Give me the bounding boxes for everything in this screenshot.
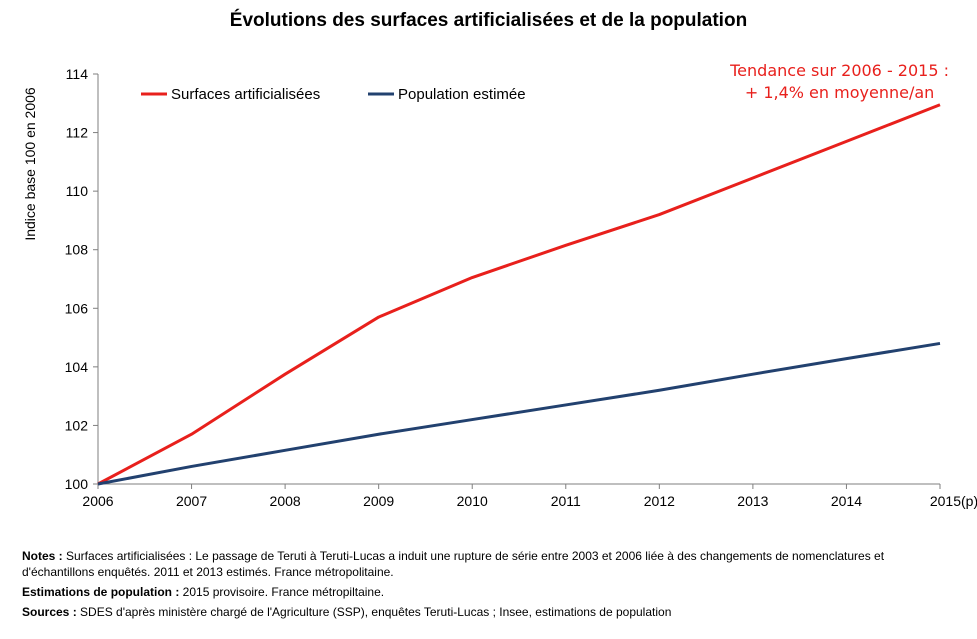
x-tick-label: 2009 xyxy=(363,493,394,509)
y-tick-label: 102 xyxy=(65,417,89,433)
y-tick-label: 110 xyxy=(66,183,89,199)
y-tick-label: 108 xyxy=(65,242,89,258)
chart-title: Évolutions des surfaces artificialisées … xyxy=(229,10,748,31)
y-tick-label: 104 xyxy=(65,359,89,375)
legend-label: Surfaces artificialisées xyxy=(171,86,320,103)
y-axis-label: Indice base 100 en 2006 xyxy=(22,87,38,241)
legend: Surfaces artificialisées Population estim… xyxy=(141,86,526,103)
x-tick-label: 2012 xyxy=(644,493,675,509)
notes-label: Notes : xyxy=(22,549,63,563)
sources-label: Sources : xyxy=(22,605,77,619)
y-axis-ticks: 100 102 104 106 108 110 112 114 xyxy=(65,66,98,492)
x-tick-label: 2010 xyxy=(457,493,488,509)
sources-text: SDES d'après ministère chargé de l'Agric… xyxy=(76,605,672,619)
y-tick-label: 106 xyxy=(65,300,89,316)
footnotes: Notes : Surfaces artificialisées : Le pa… xyxy=(22,548,922,624)
series-line-surfaces xyxy=(97,103,941,486)
population-paragraph: Estimations de population : 2015 proviso… xyxy=(22,584,922,600)
series-lines xyxy=(97,103,941,486)
notes-paragraph: Notes : Surfaces artificialisées : Le pa… xyxy=(22,548,922,580)
population-text: 2015 provisoire. France métropiltaine. xyxy=(179,585,385,599)
y-tick-label: 114 xyxy=(66,66,89,82)
x-tick-label: 2015(p) xyxy=(930,493,977,509)
x-tick-label: 2014 xyxy=(831,493,862,509)
axes xyxy=(97,74,940,485)
y-tick-label: 100 xyxy=(65,476,89,492)
x-axis-ticks: 2006 2007 2008 2009 2010 2011 2012 2013 2014 2015… xyxy=(82,484,977,509)
x-tick-label: 2011 xyxy=(551,493,581,509)
y-tick-label: 112 xyxy=(66,125,89,141)
x-tick-label: 2013 xyxy=(737,493,768,509)
series-line-population xyxy=(97,341,941,486)
trend-annotation-line1: Tendance sur 2006 - 2015 : xyxy=(730,61,949,80)
legend-label: Population estimée xyxy=(398,86,526,103)
x-tick-label: 2007 xyxy=(176,493,207,509)
notes-text: Surfaces artificialisées : Le passage de… xyxy=(22,549,885,579)
sources-paragraph: Sources : SDES d'après ministère chargé … xyxy=(22,604,922,620)
x-tick-label: 2006 xyxy=(82,493,113,509)
trend-annotation: Tendance sur 2006 - 2015 : + 1,4% en moy… xyxy=(730,60,949,104)
trend-annotation-line2: + 1,4% en moyenne/an xyxy=(744,83,935,102)
x-tick-label: 2008 xyxy=(270,493,301,509)
population-label: Estimations de population : xyxy=(22,585,180,599)
